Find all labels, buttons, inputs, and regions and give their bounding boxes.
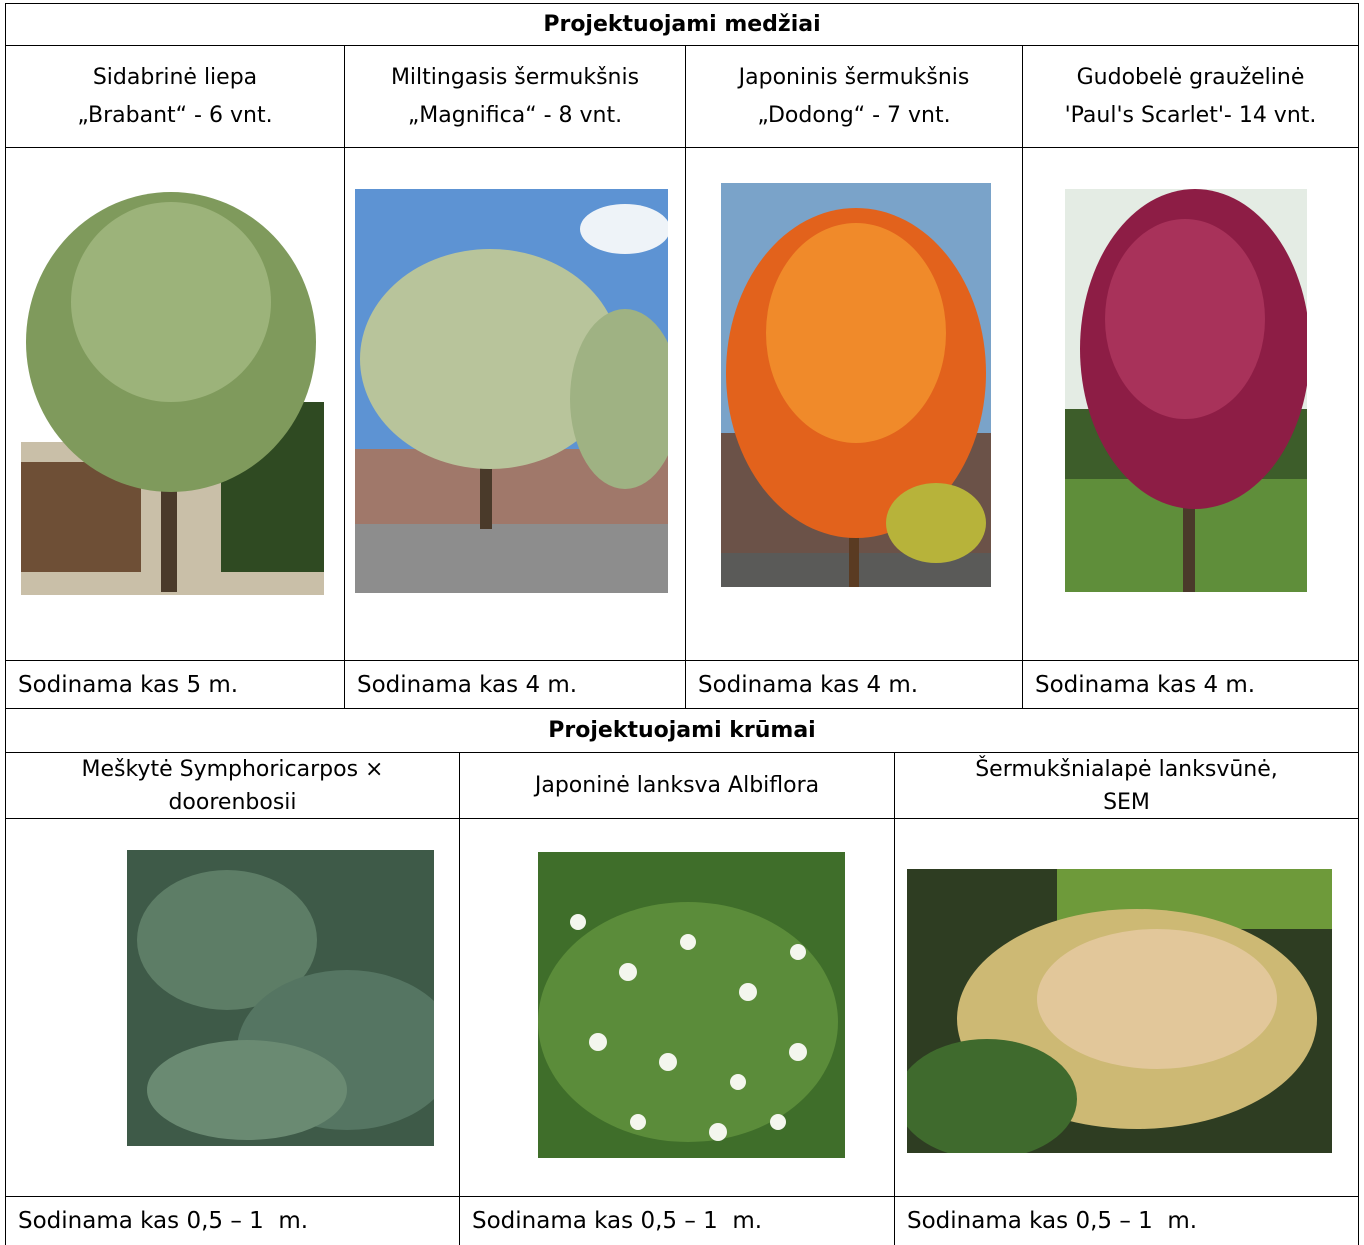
name-cell: Japoninė lanksva Albiflora bbox=[459, 752, 895, 819]
photo bbox=[355, 189, 668, 593]
name-line: Miltingasis šermukšnis bbox=[390, 64, 640, 90]
name-line: Sidabrinė liepa bbox=[92, 64, 258, 90]
name-cell: Japoninis šermukšnis „Dodong“ - 7 vnt. bbox=[685, 45, 1023, 148]
name-line: SEM bbox=[1103, 789, 1150, 815]
section-title: Projektuojami medžiai bbox=[5, 3, 1359, 46]
name-cell: Šermukšnialapė lanksvūnė, SEM bbox=[894, 752, 1359, 819]
photo bbox=[721, 183, 991, 587]
name-cell: Miltingasis šermukšnis „Magnifica“ - 8 vn… bbox=[344, 45, 686, 148]
spacing-cell: Sodinama kas 0,5 – 1 m. bbox=[459, 1196, 895, 1245]
spacing-cell: Sodinama kas 5 m. bbox=[5, 660, 345, 709]
photo bbox=[1065, 189, 1307, 592]
photo bbox=[538, 852, 845, 1158]
spacing-cell: Sodinama kas 0,5 – 1 m. bbox=[5, 1196, 460, 1245]
name-line: „Brabant“ - 6 vnt. bbox=[77, 102, 273, 128]
photo bbox=[127, 850, 434, 1146]
name-line: Japoninė lanksva Albiflora bbox=[534, 773, 820, 798]
section-title: Projektuojami krūmai bbox=[5, 708, 1359, 753]
name-line: Japoninis šermukšnis bbox=[738, 64, 970, 90]
spacing-cell: Sodinama kas 0,5 – 1 m. bbox=[894, 1196, 1359, 1245]
name-line: Meškytė Symphoricarpos × bbox=[81, 756, 384, 782]
name-cell: Meškytė Symphoricarpos × doorenbosii bbox=[5, 752, 460, 819]
photo bbox=[21, 192, 324, 595]
name-cell: Gudobelė grauželinė 'Paul's Scarlet'- 14 … bbox=[1022, 45, 1359, 148]
spacing-cell: Sodinama kas 4 m. bbox=[1022, 660, 1359, 709]
spacing-cell: Sodinama kas 4 m. bbox=[685, 660, 1023, 709]
name-line: Šermukšnialapė lanksvūnė, bbox=[975, 756, 1278, 782]
name-line: 'Paul's Scarlet'- 14 vnt. bbox=[1064, 102, 1317, 128]
name-line: Gudobelė grauželinė bbox=[1076, 64, 1305, 90]
name-line: doorenbosii bbox=[168, 789, 297, 815]
name-line: „Dodong“ - 7 vnt. bbox=[757, 102, 951, 128]
name-cell: Sidabrinė liepa „Brabant“ - 6 vnt. bbox=[5, 45, 345, 148]
spacing-cell: Sodinama kas 4 m. bbox=[344, 660, 686, 709]
photo bbox=[907, 869, 1332, 1153]
name-line: „Magnifica“ - 8 vnt. bbox=[407, 102, 623, 128]
